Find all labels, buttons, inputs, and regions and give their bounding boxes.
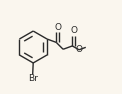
Text: O: O [54,23,61,32]
Text: O: O [70,26,77,35]
Text: O: O [76,45,82,54]
Text: Br: Br [28,74,38,83]
